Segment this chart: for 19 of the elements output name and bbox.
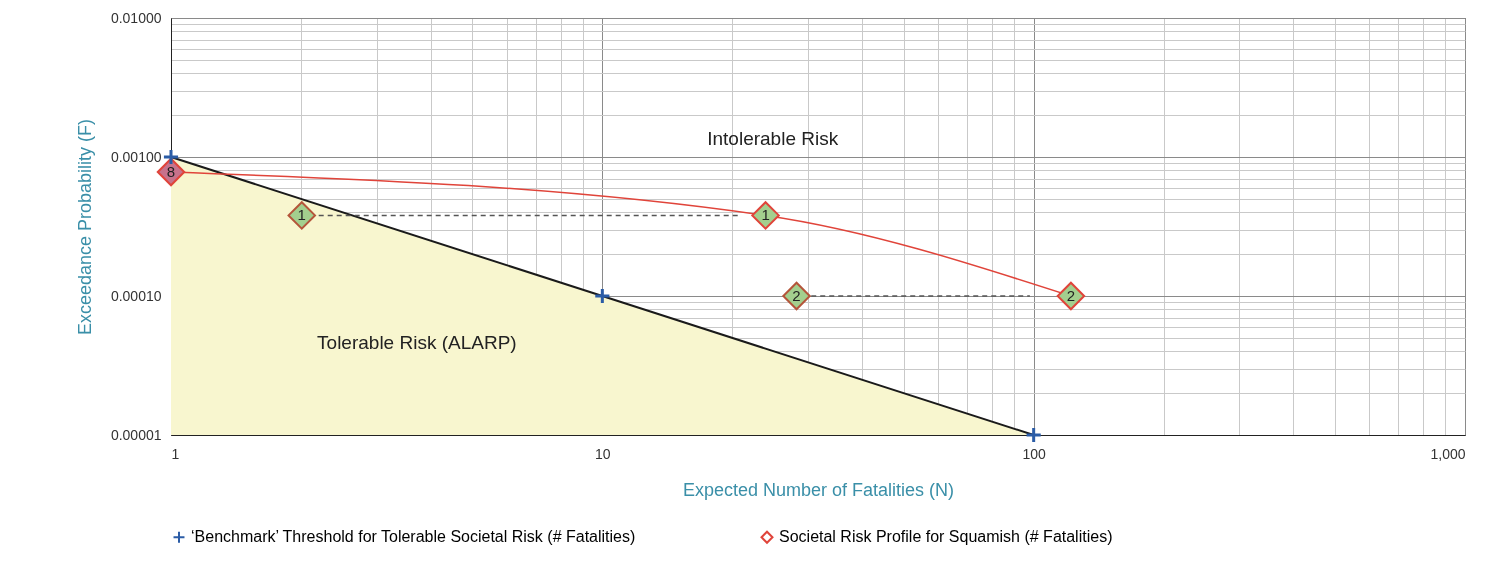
legend-label: ‘Benchmark’ Threshold for Tolerable Societal Risk (# Fatalities) <box>191 528 636 546</box>
y-axis-title: Exceedance Probability (F) <box>74 118 95 336</box>
annotation: 2 <box>792 287 801 304</box>
x-tick-label: 1,000 <box>1430 445 1466 462</box>
annotation: 8 <box>166 163 176 180</box>
annotation: 2 <box>1066 287 1076 304</box>
y-tick-label: 0.00100 <box>110 148 162 165</box>
annotation: Tolerable Risk (ALARP) <box>317 332 517 354</box>
annotation: 1 <box>297 206 306 224</box>
x-tick-label: 100 <box>1022 445 1047 462</box>
legend-label: Societal Risk Profile for Squamish (# Fatalities) <box>779 528 1113 546</box>
x-tick-label: 10 <box>595 445 611 462</box>
annotation: 1 <box>761 206 770 224</box>
y-tick-label: 0.00010 <box>110 287 162 304</box>
y-tick-label: 0.00001 <box>110 426 162 443</box>
y-tick-label: 0.01000 <box>110 9 162 26</box>
annotation: Intolerable Risk <box>707 127 839 149</box>
x-axis-title: Expected Number of Fatalities (N) <box>682 479 955 500</box>
x-tick-label: 1 <box>171 445 180 462</box>
